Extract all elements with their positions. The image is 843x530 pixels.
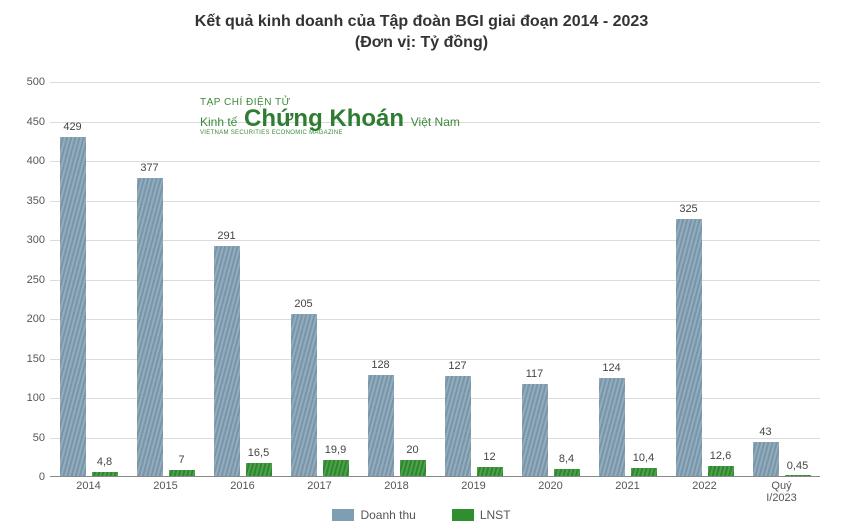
bar-value-label: 128 bbox=[371, 359, 389, 371]
bar-doanh-thu bbox=[291, 314, 317, 476]
title-line-2: (Đơn vị: Tỷ đồng) bbox=[0, 33, 843, 54]
bar-value-label: 291 bbox=[217, 230, 235, 242]
bar-value-label: 10,4 bbox=[633, 452, 654, 464]
x-tick-label: 2018 bbox=[384, 480, 408, 492]
y-tick-label: 500 bbox=[10, 76, 45, 88]
legend-swatch bbox=[332, 509, 354, 521]
legend-label: Doanh thu bbox=[360, 508, 415, 522]
bar-lnst bbox=[323, 460, 349, 476]
y-tick-label: 100 bbox=[10, 392, 45, 404]
bar-doanh-thu bbox=[137, 178, 163, 476]
x-tick-label: Quý I/2023 bbox=[762, 480, 801, 504]
bar-value-label: 20 bbox=[406, 444, 418, 456]
y-tick-label: 350 bbox=[10, 195, 45, 207]
y-tick-label: 300 bbox=[10, 234, 45, 246]
bar-doanh-thu bbox=[368, 375, 394, 476]
bar-value-label: 429 bbox=[63, 121, 81, 133]
gridline bbox=[50, 240, 820, 241]
bar-value-label: 377 bbox=[140, 162, 158, 174]
bar-doanh-thu bbox=[60, 137, 86, 476]
bar-value-label: 117 bbox=[526, 368, 544, 380]
bar-doanh-thu bbox=[676, 219, 702, 476]
gridline bbox=[50, 201, 820, 202]
bar-value-label: 325 bbox=[679, 203, 697, 215]
x-tick-label: 2019 bbox=[461, 480, 485, 492]
legend-swatch bbox=[452, 509, 474, 521]
gridline bbox=[50, 82, 820, 83]
y-tick-label: 450 bbox=[10, 116, 45, 128]
legend: Doanh thu LNST bbox=[0, 508, 843, 524]
gridline bbox=[50, 359, 820, 360]
y-tick-label: 50 bbox=[10, 432, 45, 444]
bar-lnst bbox=[400, 460, 426, 476]
title-line-1: Kết quả kinh doanh của Tập đoàn BGI giai… bbox=[0, 12, 843, 33]
bar-doanh-thu bbox=[753, 442, 779, 476]
chart-title: Kết quả kinh doanh của Tập đoàn BGI giai… bbox=[0, 12, 843, 54]
x-tick-label: 2020 bbox=[538, 480, 562, 492]
x-tick-label: 2022 bbox=[692, 480, 716, 492]
y-tick-label: 150 bbox=[10, 353, 45, 365]
bar-value-label: 43 bbox=[759, 426, 771, 438]
gridline bbox=[50, 438, 820, 439]
gridline bbox=[50, 280, 820, 281]
bar-lnst bbox=[477, 467, 503, 476]
bar-value-label: 8,4 bbox=[559, 453, 574, 465]
x-tick-label: 2017 bbox=[307, 480, 331, 492]
bar-value-label: 12 bbox=[483, 451, 495, 463]
legend-item: LNST bbox=[452, 508, 511, 522]
x-tick-label: 2015 bbox=[153, 480, 177, 492]
bar-lnst bbox=[631, 468, 657, 476]
gridline bbox=[50, 161, 820, 162]
bar-value-label: 0,45 bbox=[787, 460, 808, 472]
gridline bbox=[50, 398, 820, 399]
gridline bbox=[50, 319, 820, 320]
x-tick-label: 2016 bbox=[230, 480, 254, 492]
bar-doanh-thu bbox=[522, 384, 548, 476]
watermark-logo: TẠP CHÍ ĐIỆN TỬ Kinh tế Chứng Khoán Việt… bbox=[200, 97, 460, 136]
bar-value-label: 124 bbox=[602, 362, 620, 374]
bar-value-label: 16,5 bbox=[248, 447, 269, 459]
bar-lnst bbox=[554, 469, 580, 476]
x-axis: 201420152016201720182019202020212022Quý … bbox=[50, 480, 820, 500]
chart-area: 0501001502002503003504004505004294,83777… bbox=[50, 82, 820, 477]
x-tick-label: 2014 bbox=[76, 480, 100, 492]
x-tick-label: 2021 bbox=[615, 480, 639, 492]
bar-value-label: 205 bbox=[294, 298, 312, 310]
legend-item: Doanh thu bbox=[332, 508, 415, 522]
watermark-subtitle: VIETNAM SECURITIES ECONOMIC MAGAZINE bbox=[200, 130, 460, 136]
watermark-brand: Kinh tế Chứng Khoán Việt Nam bbox=[200, 108, 460, 130]
bar-value-label: 4,8 bbox=[97, 456, 112, 468]
bar-lnst bbox=[785, 475, 811, 476]
bar-lnst bbox=[92, 472, 118, 476]
bar-lnst bbox=[169, 470, 195, 476]
bar-value-label: 19,9 bbox=[325, 444, 346, 456]
bar-doanh-thu bbox=[599, 378, 625, 476]
y-tick-label: 400 bbox=[10, 155, 45, 167]
y-tick-label: 200 bbox=[10, 313, 45, 325]
y-tick-label: 250 bbox=[10, 274, 45, 286]
legend-label: LNST bbox=[480, 508, 511, 522]
bar-value-label: 127 bbox=[448, 360, 466, 372]
bar-value-label: 7 bbox=[178, 454, 184, 466]
y-tick-label: 0 bbox=[10, 471, 45, 483]
bar-lnst bbox=[708, 466, 734, 476]
bar-doanh-thu bbox=[445, 376, 471, 476]
bar-doanh-thu bbox=[214, 246, 240, 476]
plot-region: 0501001502002503003504004505004294,83777… bbox=[50, 82, 820, 477]
bar-value-label: 12,6 bbox=[710, 450, 731, 462]
bar-lnst bbox=[246, 463, 272, 476]
